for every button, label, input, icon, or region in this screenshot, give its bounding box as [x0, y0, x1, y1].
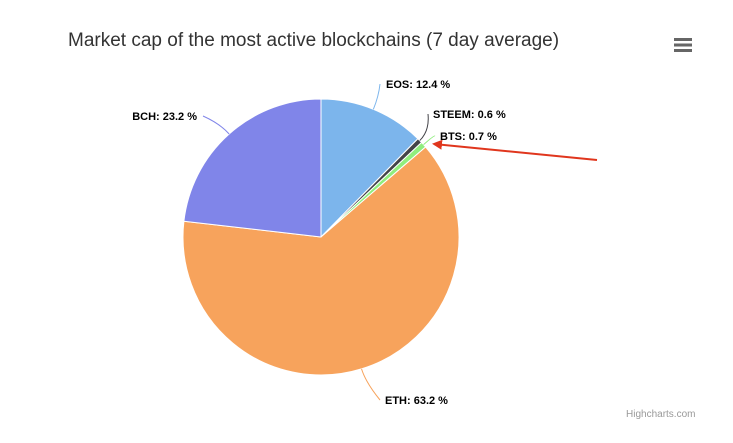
pie-slice-eos[interactable] — [320, 98, 419, 238]
connector-bch — [202, 115, 230, 135]
hamburger-menu-icon — [674, 38, 692, 52]
chart-title: Market cap of the most active blockchain… — [68, 30, 560, 51]
data-labels: EOS: 12.4 % STEEM: 0.6 % BTS: 0.7 % ETH: 63… — [132, 79, 506, 407]
connector-steem — [419, 113, 429, 141]
label-connectors — [202, 83, 436, 401]
data-label-steem: STEEM: 0.6 % — [433, 109, 506, 121]
chart-menu-button[interactable] — [670, 32, 696, 58]
data-label-bch: BCH: 23.2 % — [132, 111, 197, 123]
data-label-eth: ETH: 63.2 % — [385, 395, 448, 407]
pie-slice-eth[interactable] — [182, 146, 460, 376]
pie-slices — [182, 98, 460, 376]
connector-bts — [423, 135, 436, 146]
data-label-eos: EOS: 12.4 % — [386, 79, 450, 91]
data-label-bts: BTS: 0.7 % — [440, 131, 497, 143]
connector-eos — [372, 83, 381, 110]
connector-eth — [361, 368, 381, 401]
pie-slice-bch[interactable] — [183, 98, 322, 238]
credits-link[interactable]: Highcharts.com — [626, 409, 696, 420]
annotation-arrow — [432, 139, 598, 161]
